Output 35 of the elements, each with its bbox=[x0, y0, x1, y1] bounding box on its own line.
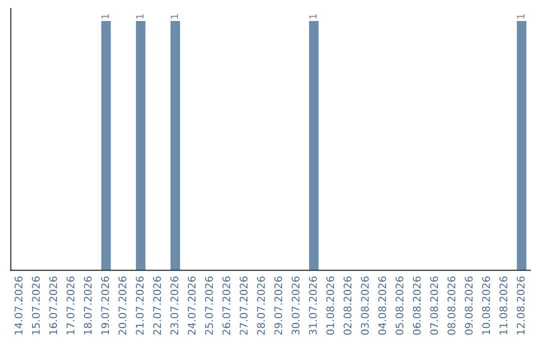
x-tick-label: 08.08.2026 bbox=[448, 276, 456, 335]
x-tick-label: 09.08.2026 bbox=[464, 276, 473, 335]
x-tick-label: 02.08.2026 bbox=[344, 276, 352, 335]
x-tick-label: 07.08.2026 bbox=[430, 276, 438, 335]
x-tick-label: 23.07.2026 bbox=[170, 276, 178, 335]
x-tick-label: 17.07.2026 bbox=[66, 276, 74, 334]
x-tick-label: 22.07.2026 bbox=[153, 276, 162, 335]
x-tick-label: 26.07.2026 bbox=[222, 276, 230, 335]
x-tick-label: 10.08.2026 bbox=[482, 276, 490, 334]
x-tick-label: 16.07.2026 bbox=[49, 276, 58, 334]
x-tick-label: 04.08.2026 bbox=[378, 276, 386, 335]
data-label: 1 bbox=[309, 14, 317, 19]
x-tick-label: 24.07.2026 bbox=[188, 276, 196, 335]
x-tick-label: 28.07.2026 bbox=[257, 276, 265, 335]
x-tick-label: 25.07.2026 bbox=[205, 276, 213, 335]
x-tick-label: 31.07.2026 bbox=[308, 276, 317, 335]
x-tick-label: 06.08.2026 bbox=[412, 276, 421, 335]
x-tick-label: 21.07.2026 bbox=[136, 276, 144, 335]
x-tick-label: 14.07.2026 bbox=[14, 276, 22, 334]
data-label: 1 bbox=[170, 14, 178, 19]
x-tick-label: 19.07.2026 bbox=[101, 276, 110, 334]
x-tick-label: 11.08.2026 bbox=[499, 276, 508, 334]
x-tick-label: 20.07.2026 bbox=[118, 276, 126, 335]
data-label: 1 bbox=[136, 14, 144, 19]
x-tick-label: 29.07.2026 bbox=[274, 276, 282, 335]
x-tick-label: 27.07.2026 bbox=[240, 276, 248, 335]
data-label: 1 bbox=[517, 14, 524, 19]
x-tick-label: 12.08.2026 bbox=[516, 276, 525, 334]
x-tick-label: 18.07.2026 bbox=[84, 276, 92, 334]
x-tick-label: 30.07.2026 bbox=[292, 276, 300, 335]
x-tick-label: 05.08.2026 bbox=[396, 276, 404, 335]
x-tick-label: 03.08.2026 bbox=[360, 276, 369, 335]
x-tick-label: 01.08.2026 bbox=[326, 276, 334, 335]
x-tick-label: 15.07.2026 bbox=[32, 276, 40, 334]
data-label: 1 bbox=[102, 14, 109, 19]
